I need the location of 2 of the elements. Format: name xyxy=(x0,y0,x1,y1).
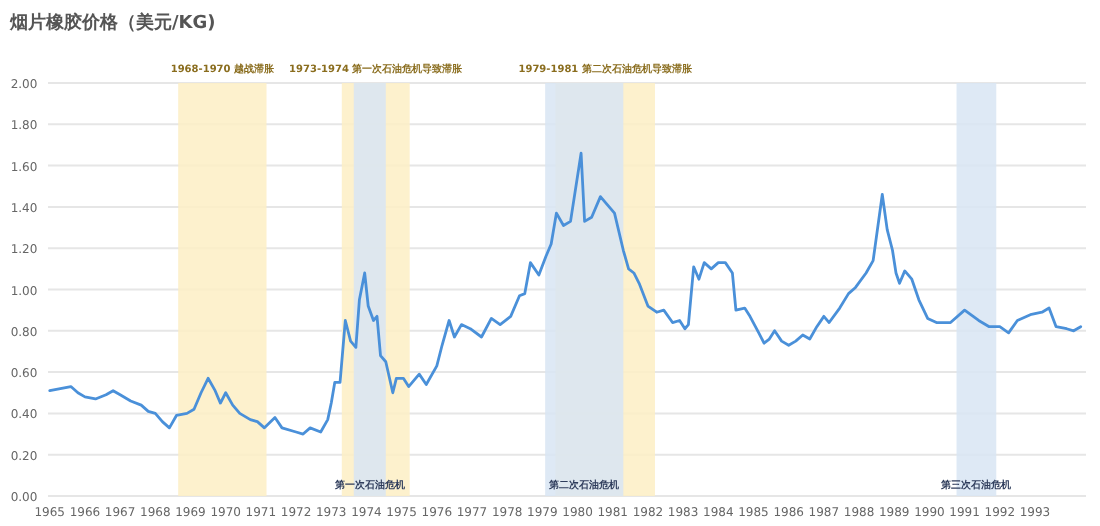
chart-title: 烟片橡胶价格（美元/KG) xyxy=(8,12,216,34)
line-series xyxy=(48,151,1083,436)
